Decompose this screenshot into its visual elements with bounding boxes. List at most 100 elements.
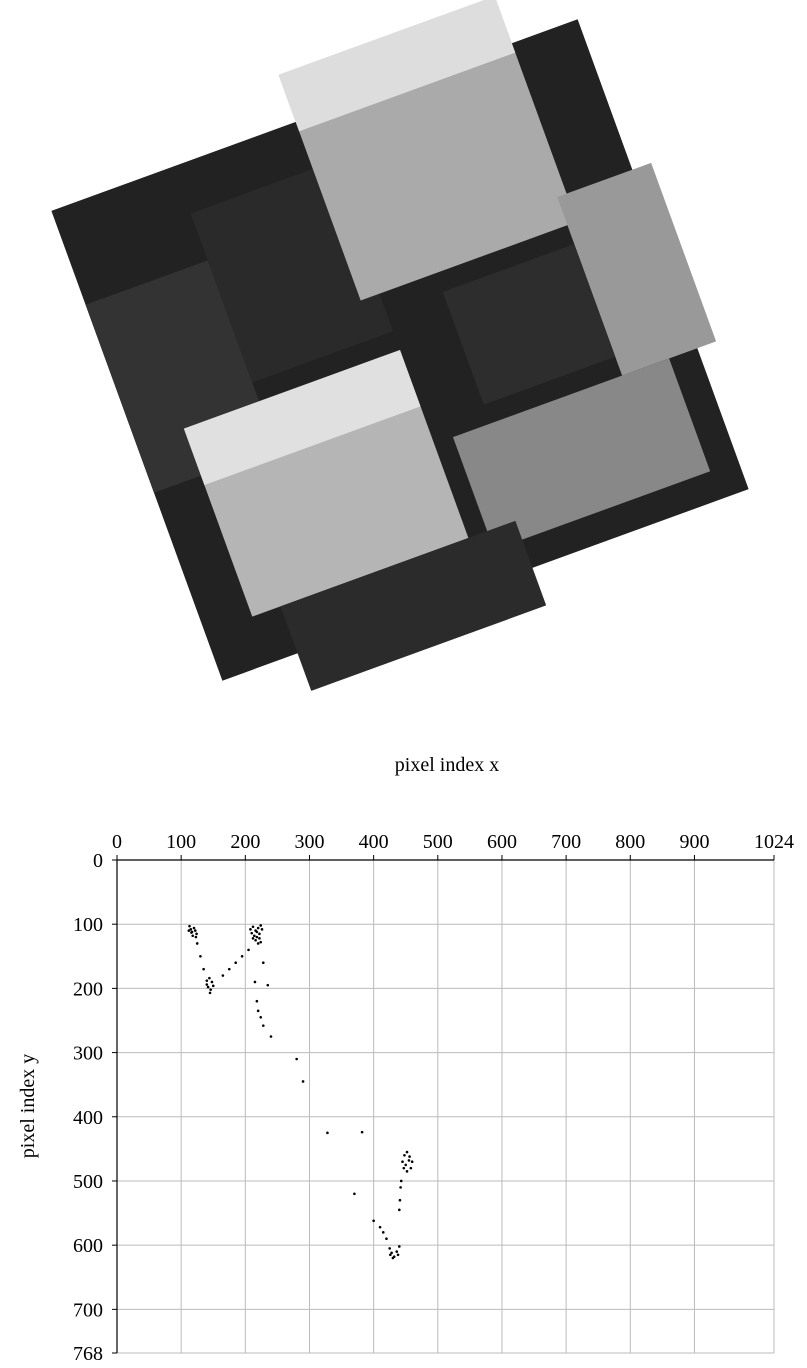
scatter-point (211, 981, 214, 984)
scatter-point (411, 1160, 414, 1163)
scatter-point (406, 1170, 409, 1173)
x-tick-label: 400 (359, 831, 389, 853)
scatter-point (395, 1250, 398, 1253)
scatter-point (188, 925, 191, 928)
x-tick-label: 300 (294, 831, 324, 853)
figure: pixel index x pixel index y 0 100 200 300 40… (0, 0, 807, 1363)
x-tick-label: 100 (166, 831, 196, 853)
scatter-point (266, 984, 269, 987)
rendered-surface (34, 0, 781, 718)
scatter-point (258, 937, 261, 940)
scatter-point (408, 1155, 411, 1158)
y-tick-label: 600 (73, 1235, 103, 1257)
scatter-point (398, 1209, 401, 1212)
scatter-point (410, 1167, 413, 1170)
scatter-point (385, 1237, 388, 1240)
scatter-point (302, 1080, 305, 1083)
scatter-point (398, 1245, 401, 1248)
x-tick-label: 700 (551, 831, 581, 853)
scatter-point (208, 977, 211, 980)
scatter-point (372, 1219, 375, 1222)
y-tick-label: 0 (93, 850, 103, 872)
scatter-point (402, 1167, 405, 1170)
scatter-point (256, 931, 259, 934)
scatter-point (191, 934, 194, 937)
y-tick-label: 768 (73, 1343, 103, 1363)
scatter-point (403, 1154, 406, 1157)
scatter-point (270, 1035, 273, 1038)
scatter-point (254, 981, 257, 984)
scatter-point (404, 1164, 407, 1167)
scatter-point (256, 936, 259, 939)
scatter-point (254, 939, 257, 942)
scatter-point (397, 1253, 400, 1256)
scatter-point (408, 1159, 411, 1162)
scatter-point (206, 979, 209, 982)
scatter-point (234, 961, 237, 964)
scatter-point (249, 928, 252, 931)
scatter-point (406, 1151, 409, 1154)
scatter-point (257, 942, 260, 945)
scatter-point (193, 927, 196, 930)
x-tick-label: 600 (487, 831, 517, 853)
scatter-point (353, 1193, 356, 1196)
scatter-point (262, 961, 265, 964)
scatter-point (194, 929, 197, 932)
y-tick-label: 100 (73, 914, 103, 936)
scatter-point (252, 937, 255, 940)
scatter-point (250, 932, 253, 935)
x-tick-label: 500 (423, 831, 453, 853)
x-tick-label: 1024 (754, 831, 794, 853)
scatter-point (262, 1024, 265, 1027)
scatter-point (209, 992, 212, 995)
scatter-point (361, 1131, 364, 1134)
scatter-point (253, 934, 256, 937)
scatter-point (399, 1199, 402, 1202)
scatter-point (326, 1132, 329, 1135)
scatter-point (259, 941, 262, 944)
scatter-point (379, 1226, 382, 1229)
scatter-point (388, 1247, 391, 1250)
scatter-point (252, 925, 255, 928)
scatter-point (259, 924, 262, 927)
scatter-point (389, 1253, 392, 1256)
y-tick-label: 400 (73, 1107, 103, 1129)
scatter-point (392, 1257, 395, 1260)
x-tick-label: 0 (112, 831, 122, 853)
scatter-point (261, 928, 264, 931)
scatter-point (247, 949, 250, 952)
x-tick-label: 900 (679, 831, 709, 853)
scatter-point (206, 983, 209, 986)
scatter-point (399, 1186, 402, 1189)
scatter-point (212, 985, 215, 988)
scatter-point (222, 974, 225, 977)
scatter-point (228, 968, 231, 971)
y-tick-label: 700 (73, 1299, 103, 1321)
scatter-point (190, 931, 193, 934)
scatter-point (258, 933, 261, 936)
x-axis-label: pixel index x (395, 754, 499, 776)
scatter-point (400, 1180, 403, 1183)
y-tick-label: 500 (73, 1171, 103, 1193)
scatter-point (401, 1160, 404, 1163)
x-tick-label: 800 (615, 831, 645, 853)
x-tick-label: 200 (230, 831, 260, 853)
page: {"chart_data": {"type": "scatter", "x_la… (0, 0, 807, 1363)
scatter-point (195, 933, 198, 936)
y-axis-label: pixel index y (17, 1054, 39, 1158)
scatter-point (257, 927, 260, 930)
scatter-point (241, 955, 244, 958)
scatter-point (257, 1010, 260, 1013)
scatter-point (202, 968, 205, 971)
scatter-point (382, 1231, 385, 1234)
scatter-point (199, 955, 202, 958)
scatter-point (295, 1058, 298, 1061)
y-tick-label: 300 (73, 1043, 103, 1065)
scatter-point (207, 986, 210, 989)
scatter-point (195, 936, 198, 939)
scatter-point (209, 988, 212, 991)
scatter-point (256, 1000, 259, 1003)
scatter-point (188, 929, 191, 932)
scatter-point (196, 942, 199, 945)
